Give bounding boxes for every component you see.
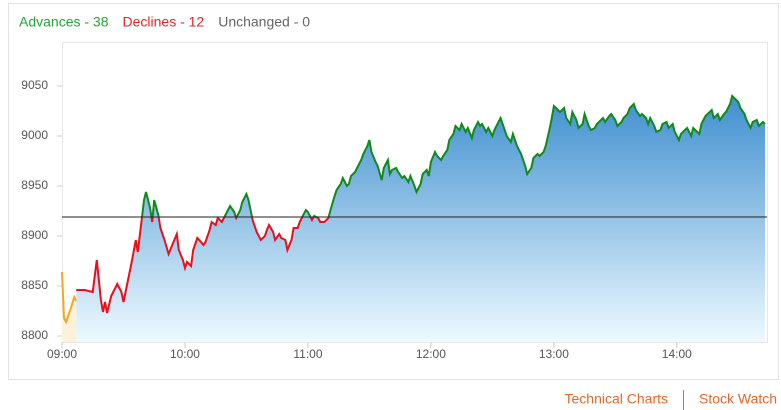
line-below <box>76 217 330 314</box>
summary-item: Declines - 12 <box>123 14 205 30</box>
y-tick-label: 8900 <box>21 228 48 242</box>
summary-item: Unchanged - 0 <box>218 14 310 30</box>
x-tick-label: 09:00 <box>47 347 77 361</box>
y-tick-label: 8800 <box>21 328 48 342</box>
plot-area <box>62 42 768 343</box>
x-tick-label: 10:00 <box>170 347 200 361</box>
y-tick-label: 9000 <box>21 128 48 142</box>
line <box>61 271 78 325</box>
x-tick-label: 12:00 <box>416 347 446 361</box>
x-tick-label: 14:00 <box>662 347 692 361</box>
link[interactable]: Technical Charts <box>565 391 669 407</box>
area <box>76 96 766 342</box>
summary-item: Advances - 38 <box>19 14 109 30</box>
y-tick-label: 8850 <box>21 278 48 292</box>
area <box>62 272 77 342</box>
y-tick-label: 9050 <box>21 78 48 92</box>
y-tick-label: 8950 <box>21 178 48 192</box>
x-tick-label: 11:00 <box>293 347 322 361</box>
link[interactable]: Stock Watch <box>699 391 777 407</box>
line-above <box>141 94 766 217</box>
x-tick-label: 13:00 <box>539 347 569 361</box>
